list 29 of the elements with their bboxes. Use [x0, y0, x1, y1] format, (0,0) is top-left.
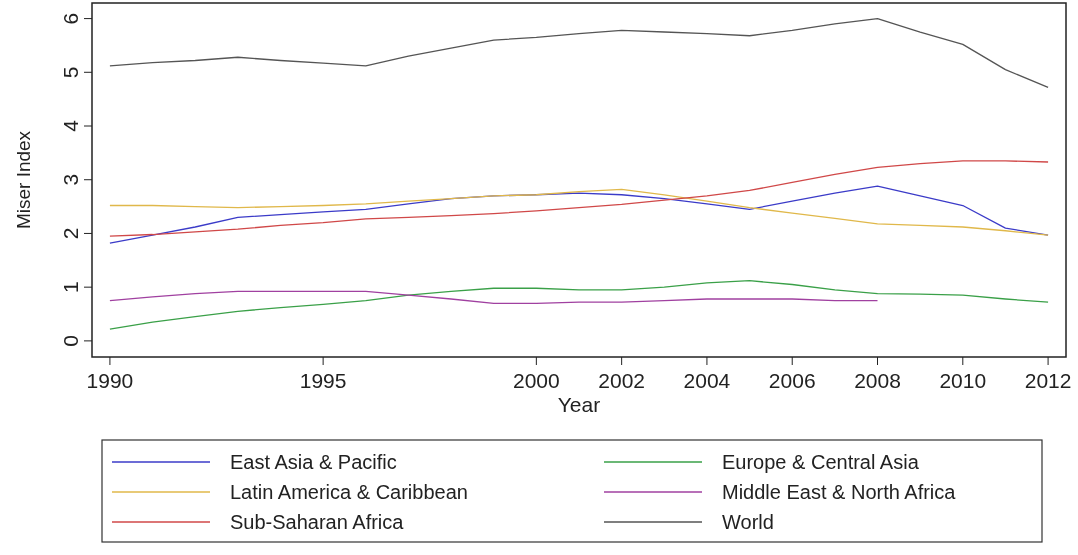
x-tick-label: 2004 — [683, 369, 731, 392]
legend-label: Middle East & North Africa — [722, 481, 957, 503]
line-series — [109, 280, 1049, 330]
y-axis-title: Miser Index — [13, 130, 34, 230]
x-axis-title: Year — [557, 393, 601, 416]
legend-label: East Asia & Pacific — [230, 451, 397, 473]
x-tick-label: 1990 — [86, 369, 134, 392]
y-tick-label: 3 — [59, 173, 82, 186]
x-tick-label: 2002 — [598, 369, 645, 392]
line-series — [109, 188, 1049, 236]
line-series — [109, 160, 1049, 237]
y-tick-label: 4 — [59, 119, 82, 132]
y-tick-label: 5 — [59, 66, 82, 79]
legend-label: Europe & Central Asia — [722, 451, 920, 473]
x-tick-label: 2006 — [768, 369, 816, 392]
y-tick-label: 2 — [59, 227, 82, 240]
x-tick-label: 1995 — [299, 369, 347, 392]
legend-label: World — [722, 511, 774, 533]
x-tick-label: 2012 — [1024, 369, 1072, 392]
x-tick-label: 2000 — [513, 369, 560, 392]
legend-label: Sub-Saharan Africa — [230, 511, 405, 533]
legend-label: Latin America & Caribbean — [230, 481, 468, 503]
line-series — [109, 290, 879, 304]
line-series — [109, 17, 1049, 88]
x-tick-label: 2010 — [939, 369, 987, 392]
x-tick-label: 2008 — [854, 369, 901, 392]
y-tick-label: 0 — [59, 335, 82, 347]
y-tick-label: 6 — [59, 12, 82, 25]
y-tick-label: 1 — [59, 281, 82, 294]
